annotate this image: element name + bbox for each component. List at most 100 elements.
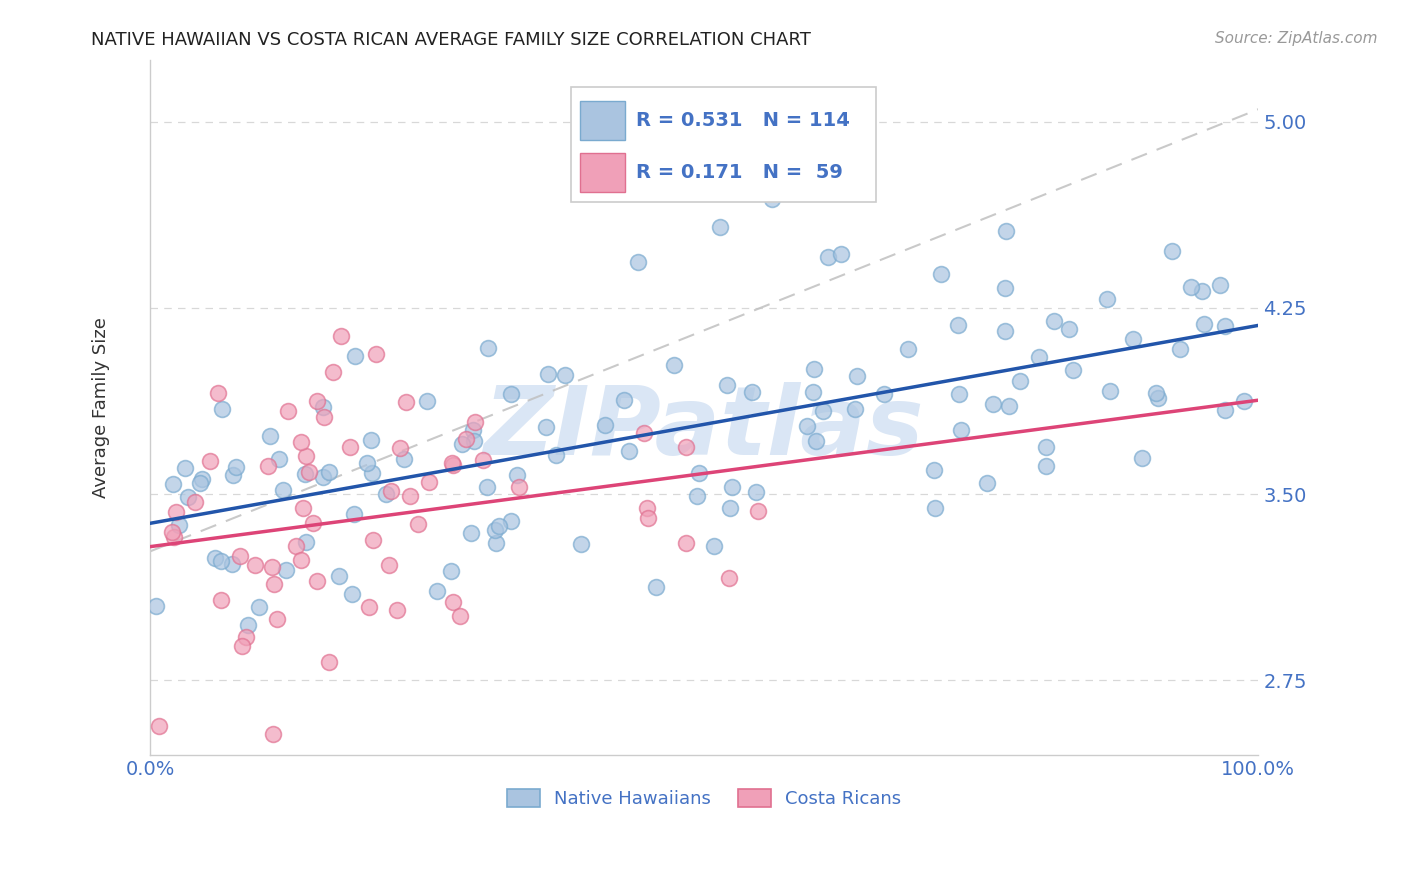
Text: Source: ZipAtlas.com: Source: ZipAtlas.com <box>1215 31 1378 46</box>
Legend: Native Hawaiians, Costa Ricans: Native Hawaiians, Costa Ricans <box>501 781 908 815</box>
Point <box>263 576 285 591</box>
Point <box>873 386 896 401</box>
Point <box>488 518 510 533</box>
Point <box>380 484 402 499</box>
Point <box>291 501 314 516</box>
Point <box>803 362 825 376</box>
Point <box>440 456 463 470</box>
Point <box>1213 319 1236 334</box>
Point <box>506 467 529 482</box>
Point <box>456 432 478 446</box>
Point <box>360 466 382 480</box>
Point <box>302 516 325 530</box>
Point <box>235 630 257 644</box>
Point <box>627 254 650 268</box>
Point <box>256 459 278 474</box>
Point <box>1144 386 1167 401</box>
Point <box>441 458 464 473</box>
Point <box>703 539 725 553</box>
Point <box>322 365 344 379</box>
Point <box>426 584 449 599</box>
Point <box>418 475 440 489</box>
Point <box>329 329 352 343</box>
Text: ZIPatlas: ZIPatlas <box>484 382 925 475</box>
Point <box>536 367 558 381</box>
Point <box>1180 280 1202 294</box>
Point <box>1095 293 1118 307</box>
Point <box>1191 284 1213 298</box>
Point <box>741 384 763 399</box>
Point <box>817 250 839 264</box>
Point <box>259 429 281 443</box>
Point <box>374 487 396 501</box>
Point <box>1035 440 1057 454</box>
Point <box>295 534 318 549</box>
Point <box>994 281 1017 295</box>
Point <box>897 342 920 356</box>
Point <box>644 581 666 595</box>
Point <box>222 468 245 483</box>
Point <box>546 448 568 462</box>
Point <box>998 399 1021 413</box>
Point <box>207 385 229 400</box>
Point <box>388 442 411 456</box>
Point <box>569 537 592 551</box>
Point <box>290 434 312 449</box>
Point <box>717 571 740 585</box>
Point <box>450 436 472 450</box>
Point <box>948 387 970 401</box>
Point <box>461 423 484 437</box>
Point <box>395 394 418 409</box>
Point <box>314 410 336 425</box>
Text: R = 0.171   N =  59: R = 0.171 N = 59 <box>636 163 842 183</box>
Point <box>361 533 384 547</box>
Point <box>993 324 1015 338</box>
Point <box>366 347 388 361</box>
Point <box>484 523 506 537</box>
Point <box>745 485 768 500</box>
Point <box>709 220 731 235</box>
Point <box>1192 317 1215 331</box>
Point <box>328 569 350 583</box>
Point <box>174 461 197 475</box>
Point <box>464 415 486 429</box>
Point <box>1209 277 1232 292</box>
Point <box>485 536 508 550</box>
Point <box>449 609 471 624</box>
Point <box>499 386 522 401</box>
Point <box>929 268 952 282</box>
Point <box>675 440 697 454</box>
Point <box>830 247 852 261</box>
Point <box>1130 451 1153 466</box>
Point <box>613 393 636 408</box>
Point <box>163 530 186 544</box>
Point <box>277 404 299 418</box>
Point <box>238 617 260 632</box>
Point <box>1057 322 1080 336</box>
Point <box>167 517 190 532</box>
Point <box>593 417 616 432</box>
Point <box>209 554 232 568</box>
Point <box>145 599 167 613</box>
Point <box>209 593 232 607</box>
Point <box>718 501 741 516</box>
Point <box>460 525 482 540</box>
Point <box>294 467 316 481</box>
Text: NATIVE HAWAIIAN VS COSTA RICAN AVERAGE FAMILY SIZE CORRELATION CHART: NATIVE HAWAIIAN VS COSTA RICAN AVERAGE F… <box>91 31 811 49</box>
Point <box>148 718 170 732</box>
Point <box>340 587 363 601</box>
Point <box>801 384 824 399</box>
Point <box>247 599 270 614</box>
Point <box>922 462 945 476</box>
Point <box>392 451 415 466</box>
Point <box>1035 458 1057 473</box>
Point <box>1098 384 1121 398</box>
Point <box>191 472 214 486</box>
Point <box>950 423 973 437</box>
Point <box>177 491 200 505</box>
Point <box>976 475 998 490</box>
Point <box>1062 363 1084 377</box>
Point <box>318 465 340 479</box>
Point <box>1170 343 1192 357</box>
Point <box>1010 374 1032 388</box>
